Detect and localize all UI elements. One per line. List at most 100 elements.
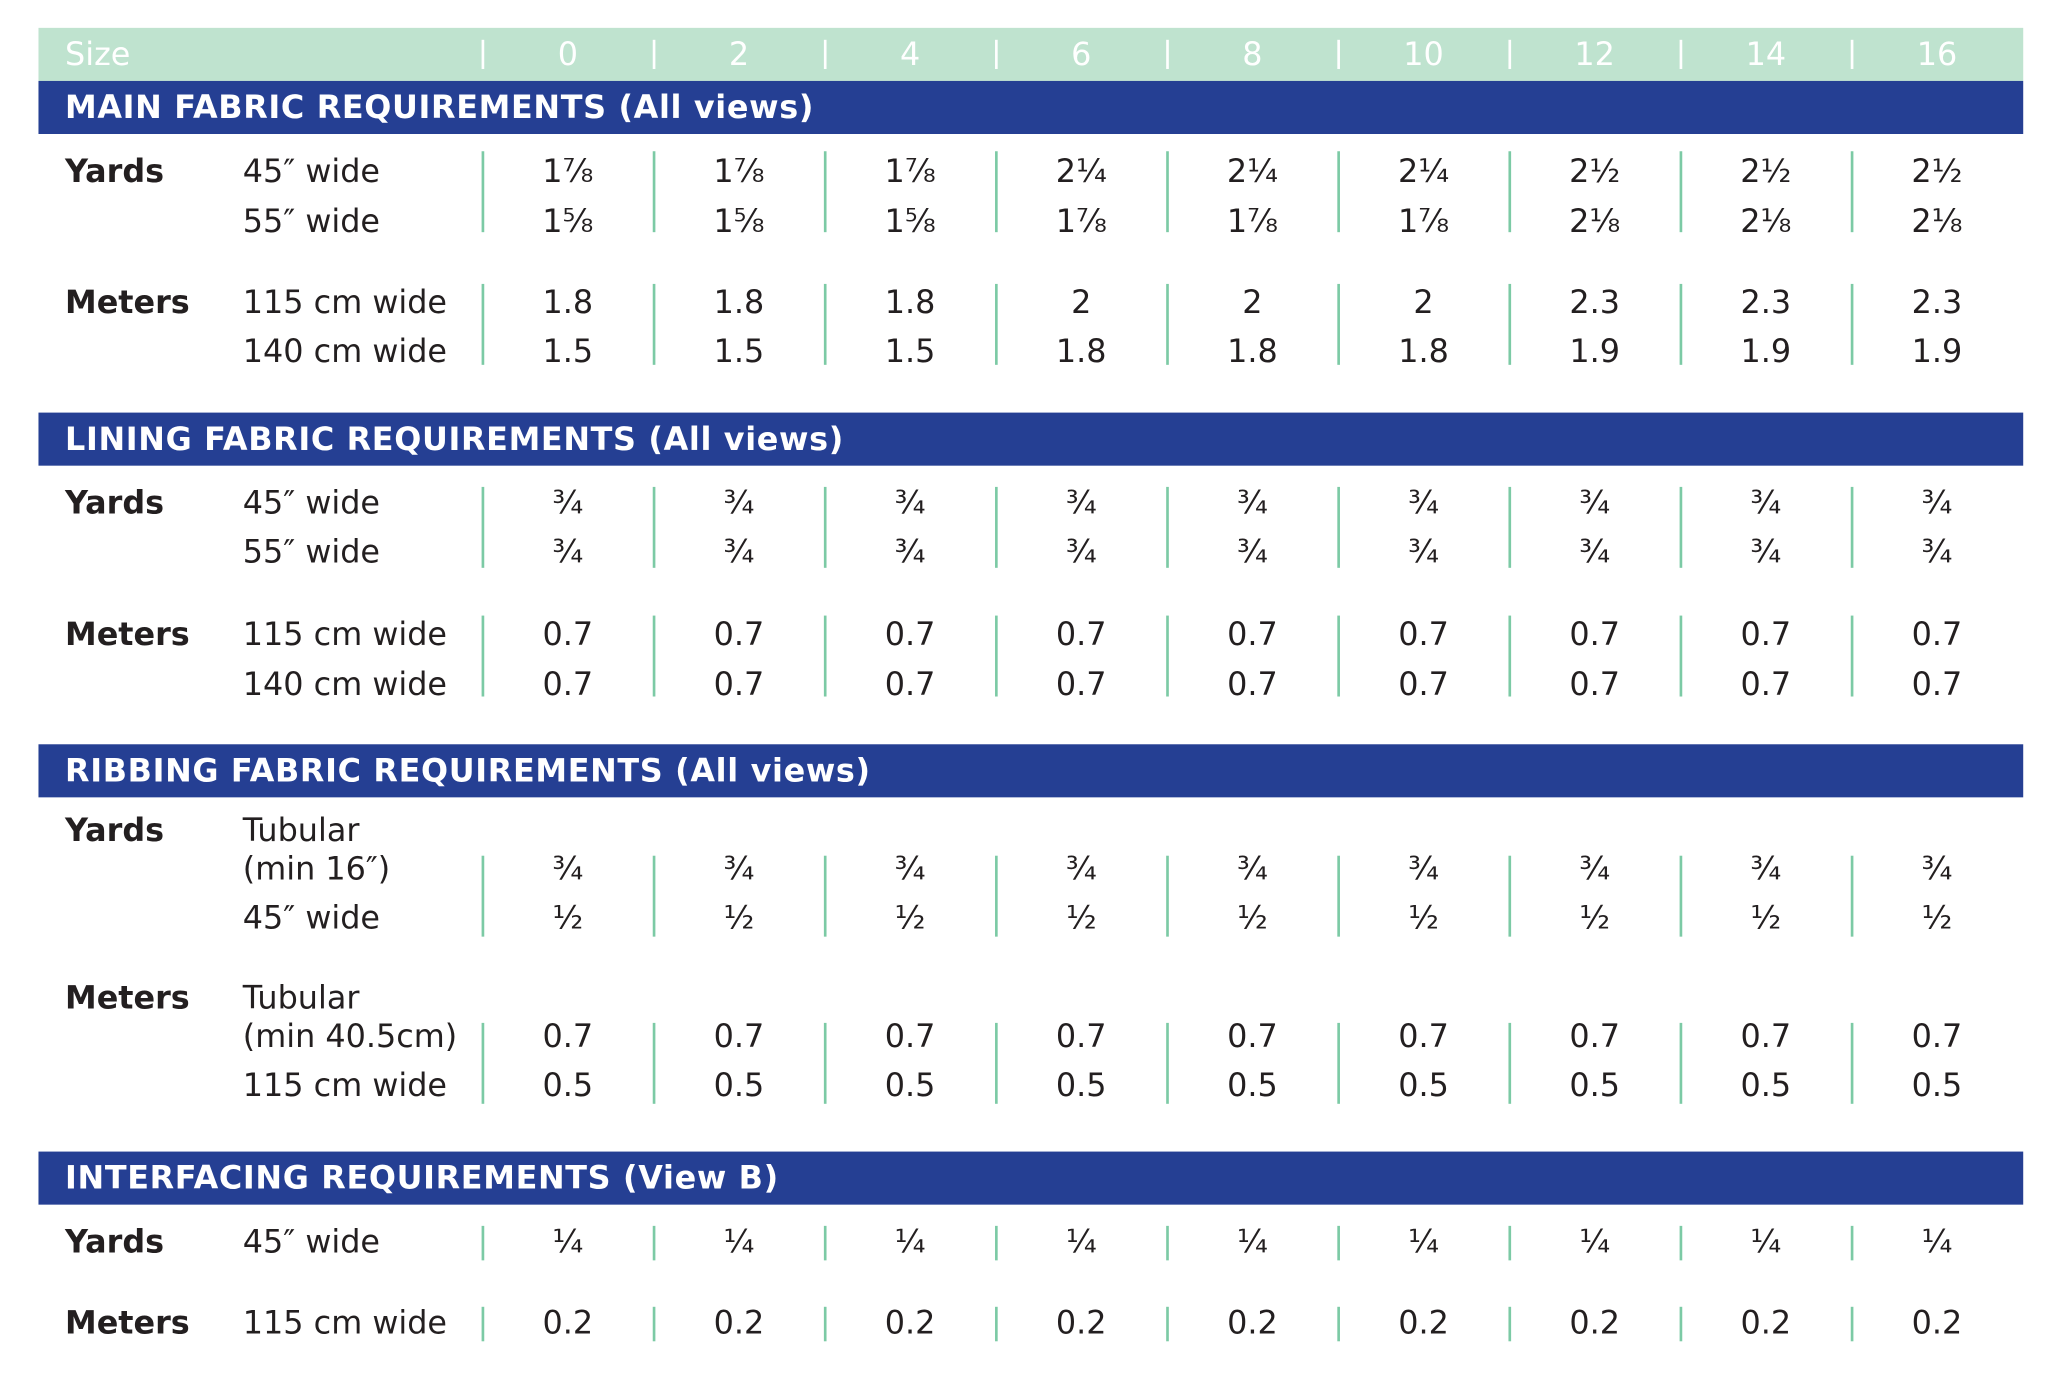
requirement-value: 0.7 (884, 1017, 936, 1055)
requirement-value: 0.7 (1055, 666, 1107, 704)
column-divider (823, 283, 827, 365)
requirement-value: ¾ (1579, 484, 1611, 522)
requirement-value: 1.8 (1227, 333, 1278, 371)
requirement-value: ¼ (1921, 1223, 1953, 1261)
requirement-value: ¼ (1750, 1223, 1782, 1261)
requirement-value: ¾ (723, 484, 755, 522)
requirement-value: 0.5 (1055, 1066, 1107, 1104)
unit-label: Meters (65, 283, 190, 322)
section-title: INTERFACING REQUIREMENTS (View B) (65, 1159, 779, 1197)
requirement-value: ¼ (1065, 1223, 1097, 1261)
requirement-value: 1.8 (1398, 333, 1449, 371)
fabric-width-label: 115 cm wide (242, 615, 448, 653)
requirement-value: 0.2 (884, 1304, 936, 1342)
size-divider (1679, 39, 1683, 69)
requirement-value: 0.2 (1740, 1304, 1792, 1342)
requirement-value: ¾ (1921, 533, 1953, 571)
requirement-value: 0.7 (1398, 1017, 1449, 1055)
unit-label: Meters (65, 1304, 190, 1342)
requirement-value: 0.7 (713, 615, 765, 653)
requirement-value: 0.2 (1398, 1304, 1449, 1342)
requirement-value: ½ (1065, 899, 1097, 937)
column-divider (1337, 486, 1340, 568)
requirement-value: 2¼ (1226, 152, 1278, 190)
column-divider (652, 486, 656, 568)
requirement-value: 1.8 (542, 283, 594, 322)
requirement-value: 1⅝ (884, 202, 936, 241)
requirement-value: ½ (1750, 899, 1782, 937)
section-title: MAIN FABRIC REQUIREMENTS (All views) (65, 88, 815, 127)
column-divider (481, 1225, 485, 1261)
fabric-width-label: 115 cm wide (242, 1066, 448, 1104)
requirement-value: ¾ (723, 850, 755, 888)
size-2: 2 (728, 35, 750, 73)
requirement-value: 0.2 (1227, 1304, 1278, 1342)
requirement-value: 2.3 (1911, 283, 1963, 322)
requirement-value: ¾ (1579, 850, 1611, 888)
fabric-width-label: 115 cm wide (242, 283, 448, 322)
column-divider (652, 1022, 656, 1104)
requirement-value: ¾ (1408, 484, 1439, 522)
unit-label: Yards (65, 1223, 165, 1261)
fabric-width-label: 115 cm wide (242, 1304, 448, 1342)
column-divider (1508, 1022, 1512, 1104)
fabric-width-label: Tubular (242, 811, 360, 850)
requirement-value: 0.7 (713, 1017, 765, 1055)
requirement-value: 0.7 (1911, 1017, 1963, 1055)
size-14: 14 (1745, 35, 1787, 73)
requirement-value: ½ (1408, 899, 1439, 937)
requirement-value: 0.7 (1055, 1017, 1107, 1055)
size-4: 4 (899, 35, 921, 73)
requirement-value: ½ (1579, 899, 1611, 937)
requirement-value: 0.5 (1227, 1066, 1278, 1104)
column-divider (1337, 1225, 1340, 1261)
requirement-value: 0.5 (1569, 1066, 1621, 1104)
requirement-value: 0.7 (1740, 615, 1792, 653)
fabric-width-label: Tubular (242, 979, 360, 1017)
column-divider (481, 1306, 485, 1342)
column-divider (823, 151, 827, 233)
requirement-value: 0.5 (542, 1066, 594, 1104)
section-title: RIBBING FABRIC REQUIREMENTS (All views) (65, 752, 871, 790)
column-divider (1679, 1022, 1683, 1104)
section-header-bar: LINING FABRIC REQUIREMENTS (All views) (38, 412, 2024, 466)
size-divider (481, 39, 485, 69)
fabric-width-label: 45″ wide (242, 1223, 381, 1261)
requirement-value: 0.5 (884, 1066, 936, 1104)
column-divider (1850, 615, 1854, 697)
requirement-value: ¾ (723, 533, 755, 571)
unit-label: Meters (65, 979, 190, 1017)
column-divider (1508, 283, 1512, 365)
requirement-value: 1.8 (713, 283, 765, 322)
requirement-value: 1.8 (884, 283, 936, 322)
column-divider (1166, 855, 1169, 937)
requirement-value: ¼ (552, 1223, 584, 1261)
column-divider (995, 1225, 998, 1261)
requirement-value: ¼ (894, 1223, 926, 1261)
requirement-value: ¾ (894, 533, 926, 571)
requirement-value: 1⅝ (542, 202, 594, 241)
requirement-value: 0.5 (1398, 1066, 1449, 1104)
requirement-value: 1⅞ (542, 152, 594, 190)
unit-label: Yards (65, 484, 165, 522)
column-divider (481, 486, 485, 568)
column-divider (1337, 283, 1340, 365)
column-divider (1337, 855, 1340, 937)
requirement-value: ¾ (1408, 850, 1439, 888)
requirement-value: 1⅞ (1055, 202, 1107, 241)
requirement-value: 0.7 (542, 666, 594, 704)
column-divider (1337, 151, 1340, 233)
requirement-value: 0.7 (1398, 666, 1449, 704)
requirement-value: 0.7 (542, 615, 594, 653)
requirement-value: 1⅞ (884, 152, 936, 190)
requirement-value: ¼ (1579, 1223, 1611, 1261)
requirement-value: ¾ (1408, 533, 1439, 571)
requirement-value: ¾ (552, 484, 584, 522)
requirement-value: ½ (552, 899, 584, 937)
requirement-value: ¾ (1236, 533, 1268, 571)
fabric-width-label: (min 16″) (242, 850, 391, 888)
size-8: 8 (1242, 35, 1263, 73)
requirement-value: 1⅞ (1397, 202, 1450, 241)
requirement-value: 0.7 (1740, 666, 1792, 704)
requirement-value: 1⅞ (713, 152, 765, 190)
